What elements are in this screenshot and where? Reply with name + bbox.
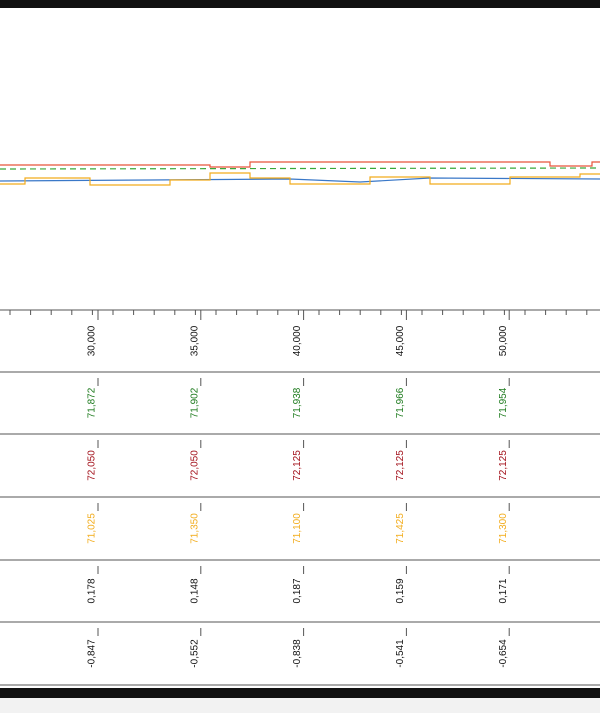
cell-value: -0,847	[87, 639, 98, 668]
x-tick-label: 50,000	[498, 325, 509, 356]
x-tick-label: 35,000	[189, 325, 200, 356]
cell-value: 72,125	[292, 450, 303, 481]
cell-value: 71,350	[189, 513, 200, 544]
cell-value: 0,187	[292, 578, 303, 603]
cell-value: 72,050	[87, 450, 98, 481]
cell-value: 71,300	[498, 513, 509, 544]
cell-value: -0,838	[292, 639, 303, 668]
cell-value: 71,425	[395, 513, 406, 544]
cell-value: 72,050	[189, 450, 200, 481]
cell-value: 71,902	[189, 387, 200, 418]
cell-value: 71,966	[395, 387, 406, 418]
plot-lines	[0, 161, 600, 186]
cell-value: 71,025	[87, 513, 98, 544]
cell-value: -0,541	[395, 639, 406, 668]
cell-value: 0,148	[189, 578, 200, 603]
x-tick-label: 30,000	[87, 325, 98, 356]
blue-line	[0, 177, 600, 183]
red-line	[0, 161, 600, 168]
cell-value: 0,178	[87, 578, 98, 603]
green-dashed-line	[0, 167, 600, 170]
row-separators	[0, 371, 600, 686]
cell-value: 72,125	[395, 450, 406, 481]
cell-value: 0,159	[395, 578, 406, 603]
x-tick-label: 40,000	[292, 325, 303, 356]
cell-value: 71,872	[87, 387, 98, 418]
x-tick-label: 45,000	[395, 325, 406, 356]
orange-line	[0, 172, 600, 186]
cell-value: -0,552	[189, 639, 200, 668]
minor-ticks	[9, 310, 588, 315]
top-border	[0, 0, 600, 8]
cell-value: -0,654	[498, 639, 509, 668]
cell-value: 0,171	[498, 578, 509, 603]
cell-value: 71,938	[292, 387, 303, 418]
cell-value: 72,125	[498, 450, 509, 481]
bottom-border	[0, 688, 600, 698]
bottom-margin	[0, 698, 600, 713]
cell-value: 71,100	[292, 513, 303, 544]
cell-value: 71,954	[498, 387, 509, 418]
